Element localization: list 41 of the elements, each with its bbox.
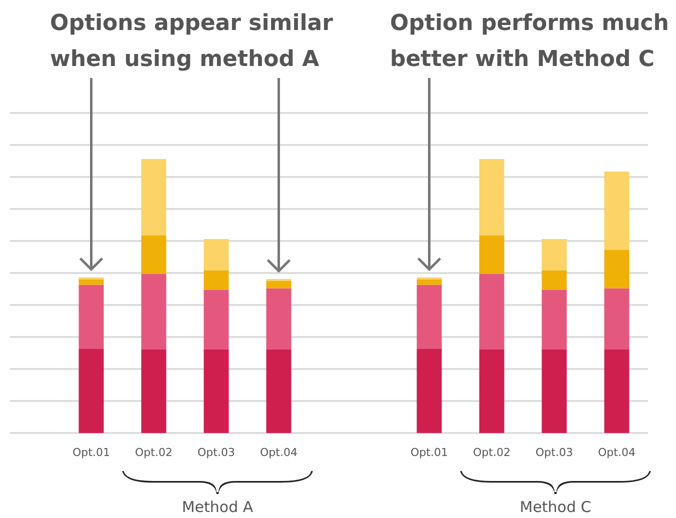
bar (604, 288, 630, 350)
chart-title: Option performs much better with Method C (390, 11, 669, 72)
bar (604, 250, 630, 288)
bar (479, 159, 504, 236)
bar (416, 279, 442, 285)
x-tick-label: Opt.03 (536, 446, 573, 459)
bar (542, 349, 567, 433)
bar (479, 274, 504, 350)
bar (479, 235, 504, 274)
bar (141, 159, 166, 236)
bar (479, 349, 504, 433)
bar (604, 172, 630, 250)
x-tick-label: Opt.02 (473, 446, 510, 459)
x-tick-label: Opt.04 (260, 446, 298, 459)
bar (542, 270, 567, 290)
bar (542, 290, 567, 350)
bar (78, 348, 104, 433)
x-axis-title: Method A (182, 498, 254, 516)
bar (542, 239, 567, 270)
x-axis-title: Method C (520, 498, 592, 516)
bar (266, 349, 292, 433)
bar (204, 290, 229, 350)
bar (604, 349, 630, 433)
bar (416, 284, 442, 349)
bar (204, 349, 229, 433)
bar (141, 274, 166, 350)
x-tick-label: Opt.01 (410, 446, 448, 459)
bar (266, 288, 292, 350)
bar (78, 279, 104, 285)
x-tick-label: Opt.04 (598, 446, 636, 459)
bar (141, 349, 166, 433)
bar (416, 348, 442, 433)
bar (141, 235, 166, 274)
x-tick-label: Opt.01 (72, 446, 110, 459)
bar (266, 280, 292, 288)
bar (78, 284, 104, 349)
chart-title: Options appear similar when using method A (50, 11, 334, 72)
bar (204, 239, 229, 270)
bar (204, 270, 229, 290)
x-tick-label: Opt.02 (135, 446, 172, 459)
x-tick-label: Opt.03 (198, 446, 235, 459)
